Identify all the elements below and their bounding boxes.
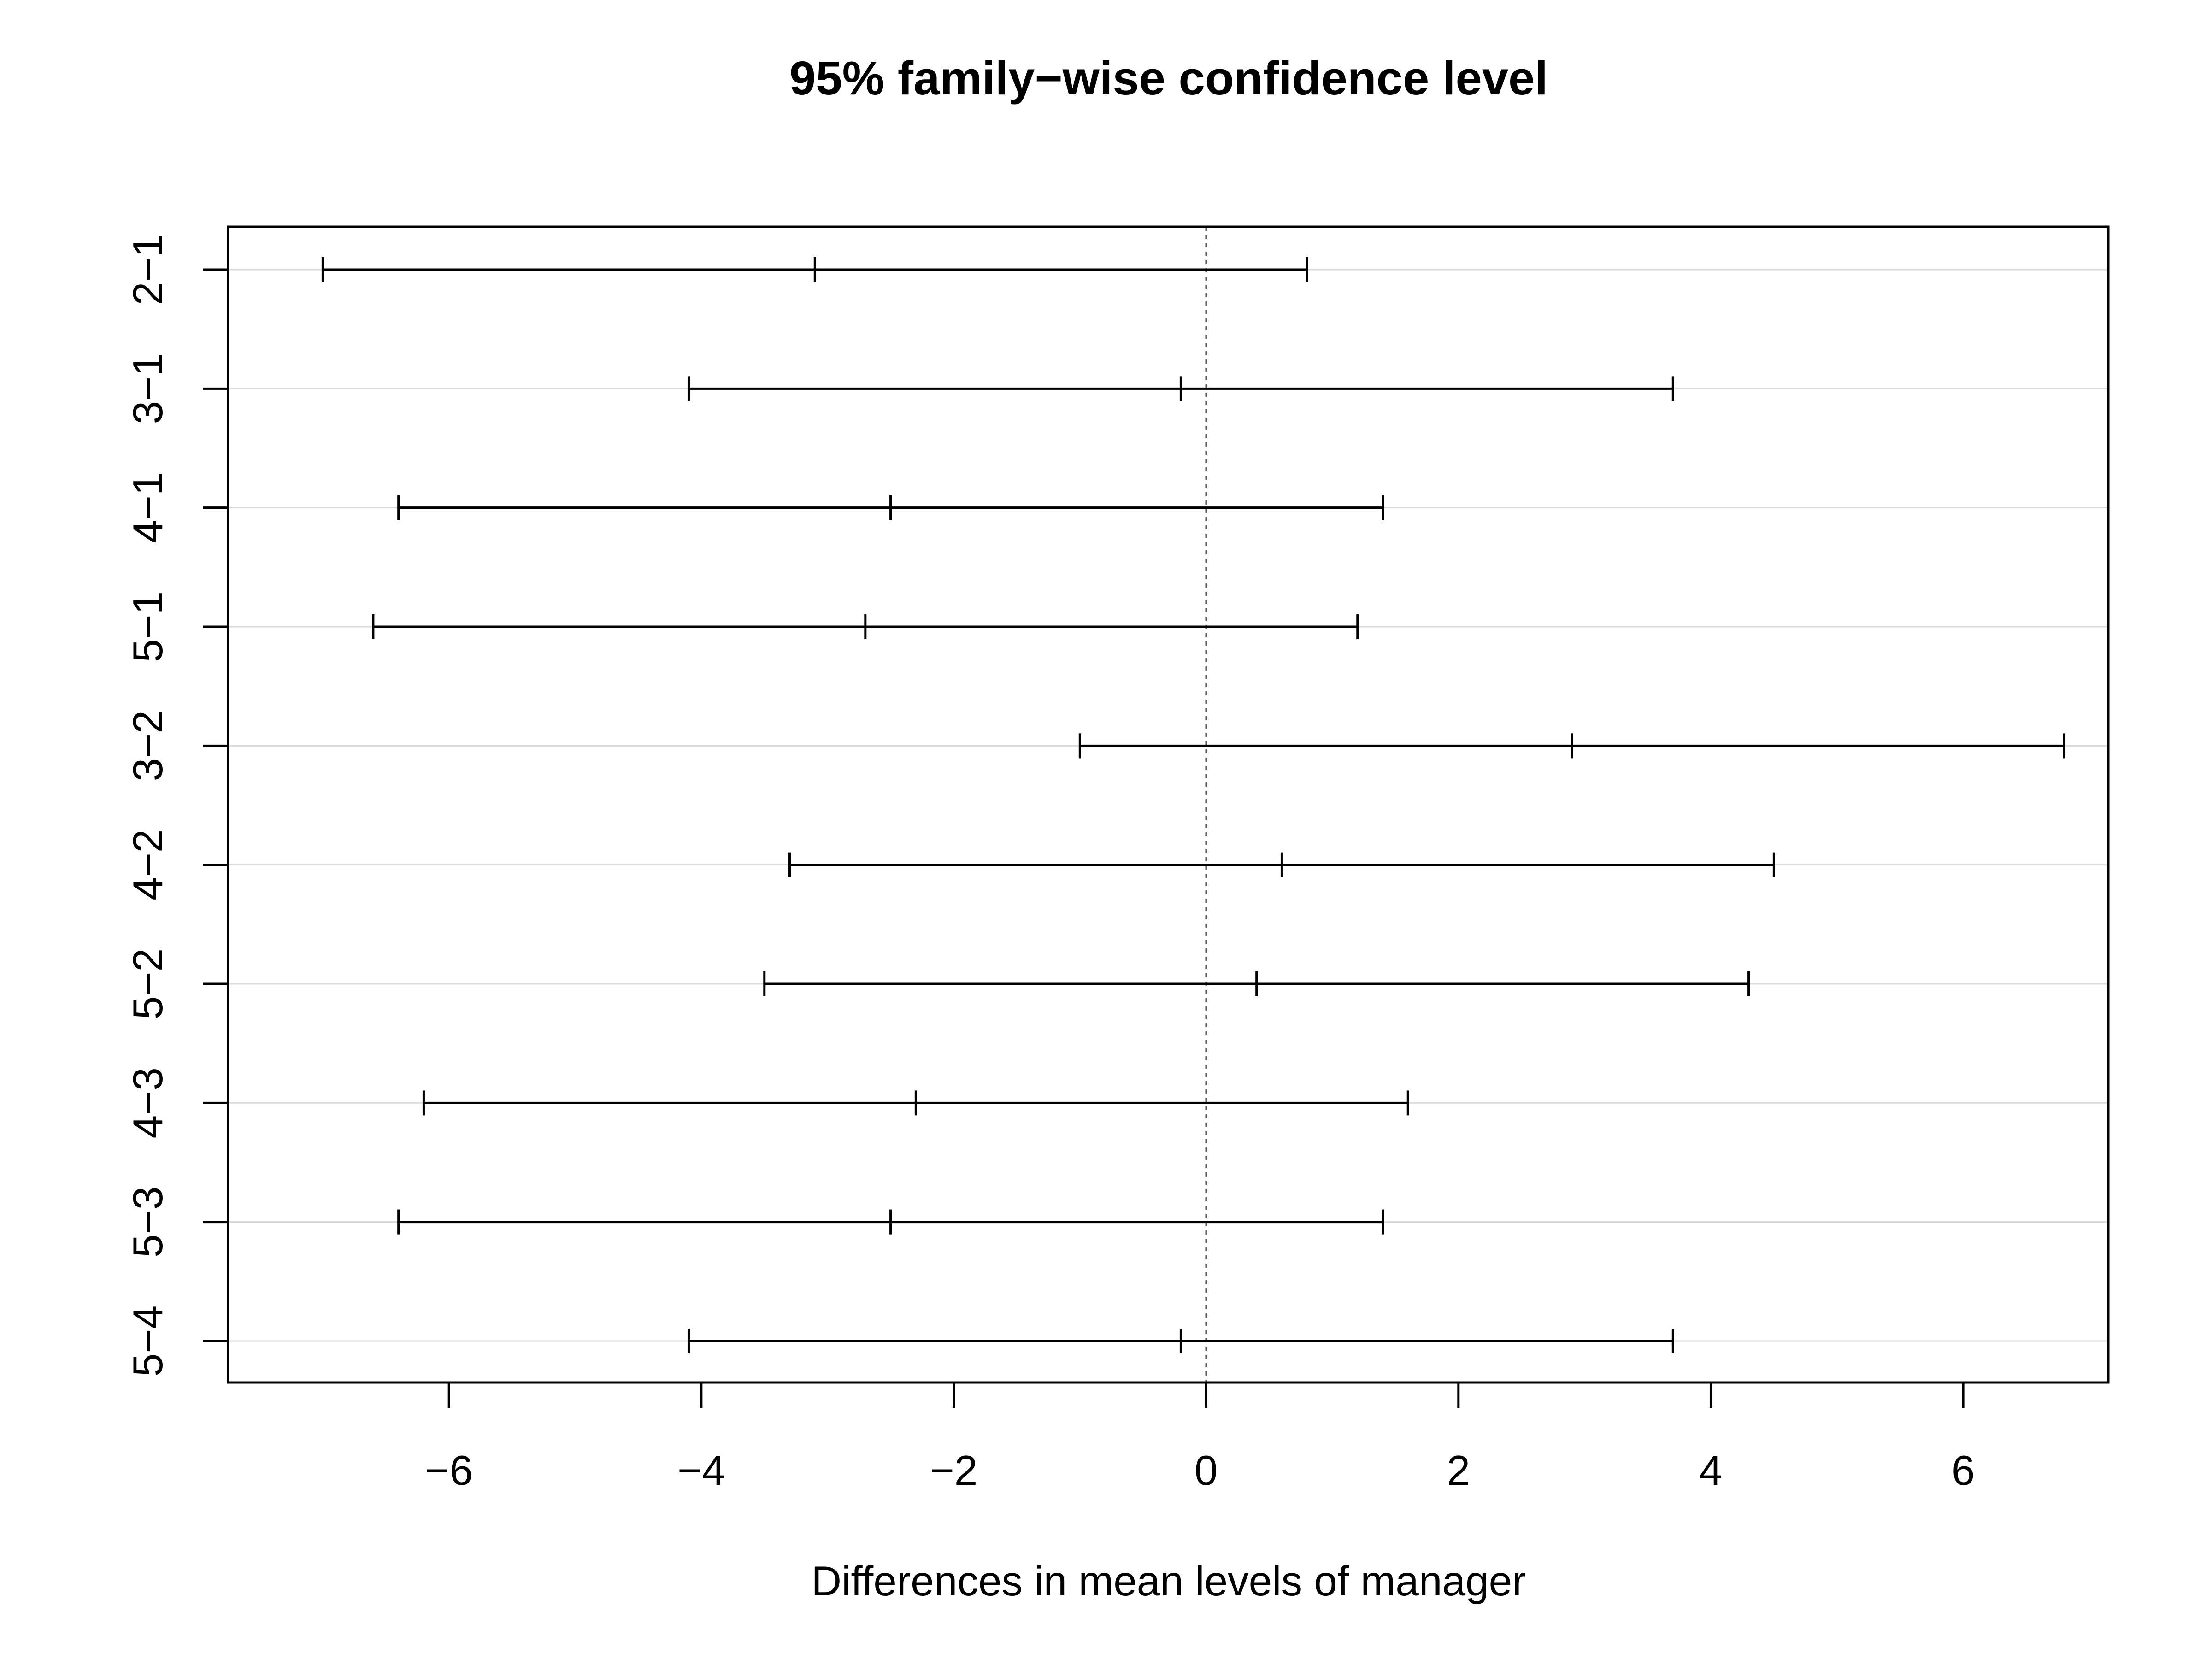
interval-10 [687,1329,1674,1353]
x-tick-label: −6 [425,1447,473,1494]
interval-9 [397,1209,1384,1235]
interval-3 [397,495,1384,520]
y-tick-label: 4−1 [125,472,171,543]
x-axis-label: Differences in mean levels of manager [811,1558,1526,1605]
y-tick-label: 5−3 [125,1186,171,1257]
y-tick-label: 3−1 [125,353,171,424]
x-tick-label: −4 [677,1447,725,1494]
y-tick-label: 4−3 [125,1067,171,1138]
interval-5 [1078,733,2065,759]
y-tick-label: 3−2 [125,710,171,781]
interval-7 [763,971,1750,996]
y-tick-label: 5−2 [125,948,171,1019]
plot-frame [227,225,2110,1384]
x-tick-label: 6 [1952,1447,1975,1494]
x-tick-label: 4 [1699,1447,1723,1494]
y-tick-label: 2−1 [125,234,171,305]
y-tick-label: 5−4 [125,1306,171,1377]
grid [228,269,2108,1342]
y-tick-label: 5−1 [125,591,171,662]
y-axis: 2−1 3−1 4−1 5−1 3−2 4−2 5−2 4−3 5−3 5−4 [125,234,228,1377]
interval-2 [687,376,1674,401]
x-tick-label: 0 [1194,1447,1218,1494]
x-tick-label: −2 [930,1447,978,1494]
intervals [321,257,2065,1353]
chart-title: 95% family−wise confidence level [789,52,1548,105]
y-tick-label: 4−2 [125,829,171,900]
interval-4 [372,614,1359,639]
x-tick-label: 2 [1447,1447,1470,1494]
interval-8 [422,1090,1409,1116]
x-axis: −6 −4 −2 0 2 4 6 [425,1382,1975,1494]
interval-1 [321,257,1308,282]
interval-6 [788,852,1775,877]
